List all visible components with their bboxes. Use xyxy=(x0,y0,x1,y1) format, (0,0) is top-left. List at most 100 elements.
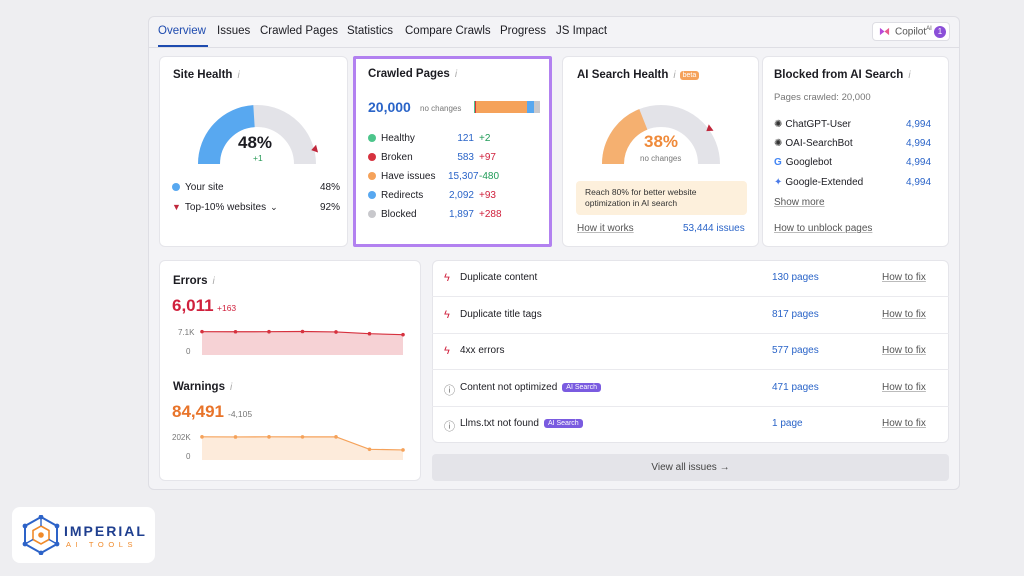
your-site-dot xyxy=(172,183,180,191)
row-label: Have issues xyxy=(381,171,436,182)
bot-label: ChatGPT-User xyxy=(785,119,851,130)
how-to-fix-link[interactable]: How to fix xyxy=(882,272,926,283)
copilot-sup: AI xyxy=(926,26,932,32)
your-site-label: Your site xyxy=(185,182,224,193)
bot-label: Google-Extended xyxy=(785,177,864,188)
issue-row[interactable]: ϟ 4xx errors 577 pages How to fix xyxy=(432,333,949,371)
view-all-issues-button[interactable]: View all issues → xyxy=(432,454,949,481)
ai-search-badge: AI Search xyxy=(562,382,602,392)
issue-row[interactable]: ⓘ Llms.txt not found AI Search 1 page How … xyxy=(432,406,949,443)
errors-point xyxy=(334,330,338,334)
ai-search-health-title: AI Search Health xyxy=(577,69,669,81)
issue-pages-link[interactable]: 471 pages xyxy=(772,381,819,393)
bot-value[interactable]: 4,994 xyxy=(906,138,932,149)
logo-line2: AI TOOLS xyxy=(66,540,138,549)
errors-point xyxy=(267,329,271,334)
errors-chart xyxy=(200,329,405,355)
how-to-fix-link[interactable]: How to fix xyxy=(882,418,926,430)
errors-ymin: 0 xyxy=(186,347,191,356)
warnings-point xyxy=(267,435,271,439)
bot-value[interactable]: 4,994 xyxy=(906,157,932,168)
crawled-pages-card[interactable]: Crawled Pages i 20,000 no changes Healthy… xyxy=(353,56,552,247)
blocked-ai-card: Blocked from AI Search i Pages crawled: 2… xyxy=(762,56,949,247)
info-icon[interactable]: i xyxy=(908,70,911,81)
pages-crawled: Pages crawled: 20,000 xyxy=(774,92,871,103)
tab-crawled-pages[interactable]: Crawled Pages xyxy=(260,25,338,37)
info-icon[interactable]: i xyxy=(454,69,458,80)
issue-row[interactable]: ⓘ Content not optimized AI Search 471 page… xyxy=(432,370,949,407)
tab-progress[interactable]: Progress xyxy=(500,25,547,37)
how-to-fix-link[interactable]: How to fix xyxy=(882,381,926,393)
crawled-pages-bar xyxy=(474,101,540,113)
bot-value[interactable]: 4,994 xyxy=(906,177,932,188)
bar-segment xyxy=(474,101,476,113)
issue-pages-link[interactable]: 1 page xyxy=(772,418,803,430)
info-icon[interactable]: i xyxy=(237,70,240,81)
site-health-card: Site Health i 48% +1 Your site 48% ▼ Top-1… xyxy=(159,56,348,247)
errors-value: 6,011 xyxy=(172,296,214,315)
issue-row[interactable]: ϟ Duplicate content 130 pages How to fix xyxy=(432,260,949,297)
top-10-dropdown[interactable]: ▼ Top-10% websites ⌄ xyxy=(172,202,278,213)
show-more-link[interactable]: Show more xyxy=(774,197,825,208)
warnings-point xyxy=(367,447,372,452)
issue-label: Duplicate title tags xyxy=(460,308,542,320)
row-label: Broken xyxy=(381,152,413,163)
issue-pages-link[interactable]: 817 pages xyxy=(772,308,819,320)
bot-value[interactable]: 4,994 xyxy=(906,119,932,130)
tab-overview[interactable]: Overview xyxy=(158,25,206,37)
unblock-link[interactable]: How to unblock pages xyxy=(774,223,873,234)
tab-issues[interactable]: Issues xyxy=(217,25,251,37)
warnings-point xyxy=(300,435,305,439)
status-dot xyxy=(368,153,376,161)
errors-point xyxy=(233,329,238,334)
tab-js-impact[interactable]: JS Impact xyxy=(556,25,608,37)
bar-segment xyxy=(533,101,540,113)
errors-area xyxy=(202,331,403,355)
google-icon: G xyxy=(774,157,782,168)
ai-issues-link[interactable]: 53,444 issues xyxy=(683,223,745,234)
issue-row[interactable]: ϟ Duplicate title tags 817 pages How to f… xyxy=(432,297,949,334)
tab-compare-crawls[interactable]: Compare Crawls xyxy=(405,25,491,37)
error-icon: ϟ xyxy=(444,345,450,358)
errors-title: Errors xyxy=(173,275,208,287)
issue-pages-link[interactable]: 130 pages xyxy=(772,272,819,283)
crawled-pages-total: 20,000 xyxy=(368,99,411,115)
blocked-ai-title: Blocked from AI Search xyxy=(774,69,904,81)
issue-label: 4xx errors xyxy=(460,345,505,357)
ai-search-gauge-fill xyxy=(602,109,648,165)
warnings-title: Warnings xyxy=(173,381,225,393)
row-label: Blocked xyxy=(381,209,417,220)
how-it-works-link[interactable]: How it works xyxy=(577,223,634,234)
crawled-pages-note: no changes xyxy=(420,104,462,113)
how-to-fix-link[interactable]: How to fix xyxy=(882,308,926,320)
copilot-badge: 1 xyxy=(934,26,946,38)
issues-card xyxy=(432,260,949,443)
site-health-percent: 48% xyxy=(238,133,273,152)
bot-label: OAI-SearchBot xyxy=(785,138,853,149)
how-to-fix-link[interactable]: How to fix xyxy=(882,345,926,357)
tab-statistics[interactable]: Statistics xyxy=(347,25,394,37)
errors-point xyxy=(367,331,372,336)
info-icon[interactable]: i xyxy=(229,382,233,393)
status-dot xyxy=(368,191,376,199)
target-marker xyxy=(706,124,714,132)
ai-search-health-card: AI Search Health i beta 38% no changes Rea… xyxy=(562,56,759,247)
row-value: 583 xyxy=(457,152,474,163)
crawled-pages-title: Crawled Pages xyxy=(368,68,450,80)
chevron-down-icon: ⌄ xyxy=(270,202,278,212)
bar-segment xyxy=(474,101,475,113)
issue-pages-link[interactable]: 577 pages xyxy=(772,345,819,357)
bot-label: Googlebot xyxy=(785,157,832,168)
row-label: Redirects xyxy=(381,190,424,201)
row-delta: +2 xyxy=(479,133,491,144)
site-health-gauge-fill xyxy=(198,105,256,165)
error-icon: ϟ xyxy=(444,272,450,284)
errors-point xyxy=(300,329,305,334)
warnings-area xyxy=(202,436,403,460)
row-delta: +93 xyxy=(479,190,496,201)
info-icon[interactable]: i xyxy=(212,276,215,287)
info-circle-icon: ⓘ xyxy=(444,421,455,434)
copilot-button[interactable]: CopilotAI 1 xyxy=(872,22,950,41)
info-icon[interactable]: i xyxy=(673,70,676,81)
imperial-logo: IMPERIAL AI TOOLS xyxy=(12,507,155,563)
